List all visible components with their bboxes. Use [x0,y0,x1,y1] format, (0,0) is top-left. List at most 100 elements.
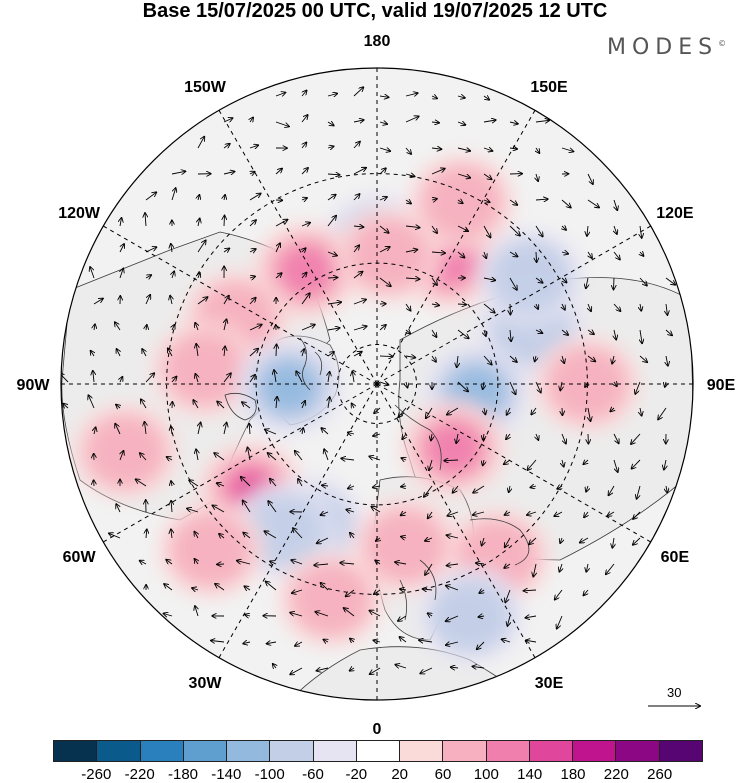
anomaly-contour [260,361,318,414]
wind-arrow [613,251,620,260]
wind-arrow [145,295,150,305]
wind-arrow [405,147,411,154]
wind-arrow [275,169,282,175]
wind-arrow [142,349,146,357]
wind-arrow [321,512,329,515]
wind-arrow [373,486,381,487]
wind-arrow [457,329,469,338]
wind-arrow [301,293,310,305]
wind-arrow [275,273,282,279]
wind-arrow [170,296,172,305]
wind-arrow [264,531,277,539]
wind-arrow [583,460,588,464]
wind-arrow [317,668,329,671]
wind-arrow [195,606,198,617]
wind-arrow [171,244,172,253]
wind-arrow [369,611,381,617]
wind-arrow [456,433,458,443]
wind-arrow [352,372,354,383]
colorbar-tick-label: 140 [517,766,543,783]
wind-arrow [561,199,571,208]
colorbar-segment [400,741,444,761]
wind-arrow [447,511,459,516]
wind-arrow [458,200,463,203]
anomaly-contour [489,239,571,314]
wind-arrow [243,533,251,539]
modes-logo: MODES© [607,35,727,60]
wind-arrow [457,355,458,367]
wind-arrow [223,144,230,148]
colorbar-tick-label: -260 [81,766,112,783]
longitude-labels: 180 150E 120E 90E 60E 30E 0 30W 60W 90W 120W 150W [17,33,736,738]
wind-arrow [192,588,199,590]
wind-arrow [451,667,459,668]
wind-arrow [580,537,589,543]
wind-arrow [248,447,251,461]
wind-arrow [588,303,591,311]
colorbar-segment [270,741,314,761]
wind-arrow [198,423,201,435]
wind-arrow [666,303,667,315]
wind-arrow [584,511,588,517]
wind-arrow [275,243,280,253]
wind-arrow [327,216,336,227]
wind-arrow [196,449,198,461]
wind-arrow [587,199,599,208]
wind-arrow [328,372,330,383]
wind-arrow [507,615,510,626]
wind-arrow [428,511,432,518]
wind-arrow [665,329,672,335]
wind-arrow [245,615,251,616]
wind-arrow [223,118,233,122]
wind-arrow [612,537,614,548]
wind-arrow [109,533,121,539]
wind-arrow [509,225,520,236]
wind-arrow [117,349,121,357]
wind-arrow [268,453,277,461]
wind-arrow [536,147,539,153]
wind-arrow [583,589,588,595]
wind-arrow [373,640,381,642]
wind-arrow [197,240,206,253]
wind-arrow [431,433,432,440]
wind-arrow [301,325,315,331]
wind-arrow [401,512,407,515]
wind-arrow [120,218,122,227]
wind-arrow [145,247,156,253]
wind-arrow [614,382,617,386]
wind-arrow [535,225,543,237]
wind-arrow [353,326,367,331]
wind-arrow [145,422,147,435]
wind-arrow [296,371,303,383]
wind-arrow [346,589,355,596]
wind-arrow [223,172,235,175]
wind-arrow [327,122,334,126]
longitude-label: 90W [17,377,51,394]
colorbar-tick-label: 100 [473,766,499,783]
wind-arrow [614,199,617,210]
wind-arrow [639,277,647,286]
wind-arrow [302,349,304,357]
wind-arrow [223,373,231,383]
wind-arrow [249,424,250,435]
wind-arrow [483,355,492,365]
wind-arrow [215,584,225,591]
wind-arrow [509,199,517,205]
colorbar-tick-label: -180 [167,766,199,783]
wind-arrow [323,640,328,643]
wind-arrow [295,642,303,646]
wind-arrow [145,373,154,383]
wind-arrow [399,637,407,643]
wind-arrow [406,330,410,334]
reference-vector-label: 30 [667,685,682,700]
wind-arrow [457,148,470,151]
wind-arrow [457,304,466,305]
wind-arrow [120,377,122,383]
wind-arrow [145,275,151,278]
wind-arrow [401,458,406,460]
wind-arrow [432,355,436,362]
wind-arrow [369,456,381,461]
wind-arrow [614,225,617,234]
wind-arrow [344,608,355,617]
wind-arrow [350,668,354,671]
